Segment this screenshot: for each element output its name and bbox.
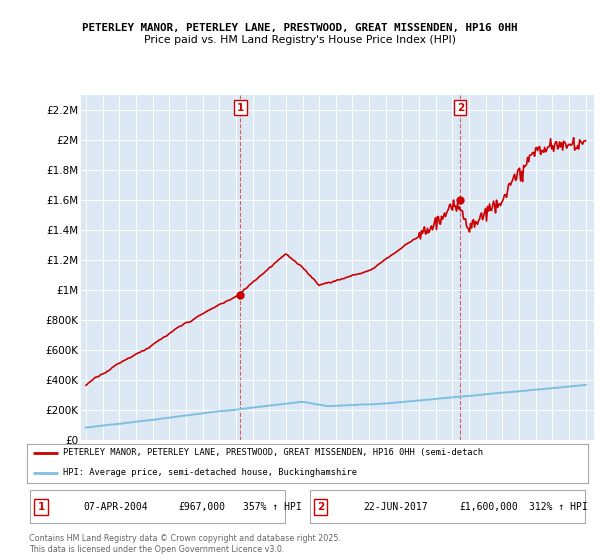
Text: 2: 2 [457, 103, 464, 113]
Text: HPI: Average price, semi-detached house, Buckinghamshire: HPI: Average price, semi-detached house,… [64, 468, 358, 477]
Text: PETERLEY MANOR, PETERLEY LANE, PRESTWOOD, GREAT MISSENDEN, HP16 0HH: PETERLEY MANOR, PETERLEY LANE, PRESTWOOD… [82, 23, 518, 33]
Text: 357% ↑ HPI: 357% ↑ HPI [243, 502, 302, 512]
Text: 1: 1 [37, 502, 44, 512]
Text: Price paid vs. HM Land Registry's House Price Index (HPI): Price paid vs. HM Land Registry's House … [144, 35, 456, 45]
Text: 1: 1 [237, 103, 244, 113]
Text: £1,600,000: £1,600,000 [459, 502, 518, 512]
FancyBboxPatch shape [310, 491, 585, 523]
Text: 07-APR-2004: 07-APR-2004 [83, 502, 148, 512]
Text: This data is licensed under the Open Government Licence v3.0.: This data is licensed under the Open Gov… [29, 545, 284, 554]
FancyBboxPatch shape [30, 491, 285, 523]
Text: £967,000: £967,000 [178, 502, 226, 512]
Text: 22-JUN-2017: 22-JUN-2017 [364, 502, 428, 512]
Text: Contains HM Land Registry data © Crown copyright and database right 2025.: Contains HM Land Registry data © Crown c… [29, 534, 341, 543]
Text: 312% ↑ HPI: 312% ↑ HPI [529, 502, 588, 512]
Text: PETERLEY MANOR, PETERLEY LANE, PRESTWOOD, GREAT MISSENDEN, HP16 0HH (semi-detach: PETERLEY MANOR, PETERLEY LANE, PRESTWOOD… [64, 449, 484, 458]
Text: 2: 2 [317, 502, 324, 512]
